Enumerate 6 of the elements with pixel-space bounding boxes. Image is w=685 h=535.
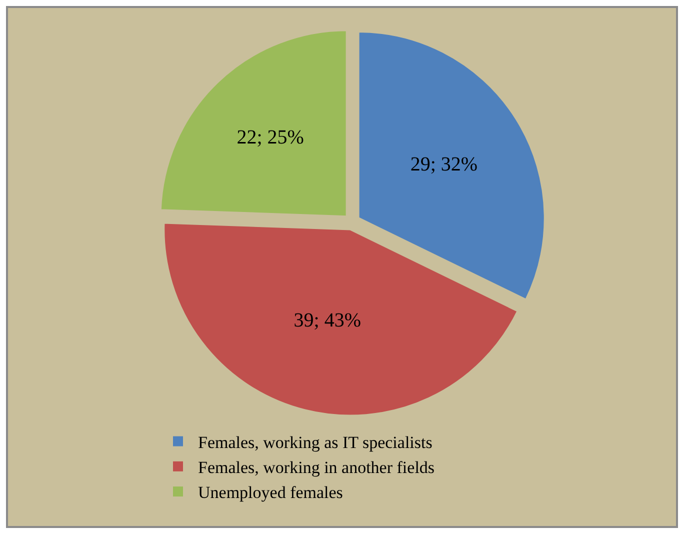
data-label: 29; 32%: [410, 154, 478, 176]
data-label: 22; 25%: [236, 126, 304, 148]
legend-label: Females, working in another fields: [198, 458, 435, 478]
data-label: 39; 43%: [294, 310, 361, 332]
legend-label: Unemployed females: [198, 483, 343, 502]
legend-label: Females, working as IT specialists: [198, 432, 432, 452]
